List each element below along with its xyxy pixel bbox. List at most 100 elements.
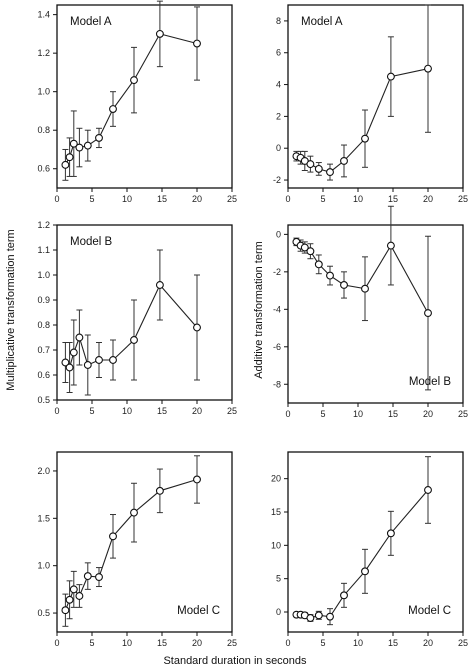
y-tick-label: 8 bbox=[276, 16, 281, 26]
plot-frame bbox=[56, 451, 233, 633]
data-point bbox=[155, 29, 164, 38]
data-point bbox=[75, 143, 84, 152]
data-point bbox=[361, 284, 369, 293]
y-tick-label: 2 bbox=[276, 111, 281, 121]
data-point bbox=[424, 486, 432, 494]
x-tick-label: 10 bbox=[353, 194, 363, 204]
data-point bbox=[109, 532, 117, 541]
data-point bbox=[69, 139, 78, 148]
series-line bbox=[64, 284, 198, 369]
x-tick-label: 20 bbox=[192, 194, 202, 204]
data-point bbox=[306, 614, 315, 622]
x-tick-label: 5 bbox=[89, 194, 94, 204]
y-tick-label: 0.8 bbox=[37, 125, 50, 135]
data-point bbox=[109, 105, 117, 113]
x-tick-label: 20 bbox=[423, 638, 433, 648]
data-point bbox=[109, 356, 117, 364]
chart-panel-1: 0 5 10 15 20 25 0.6 0.8 1.0 1.2 1.4 Model A bbox=[37, 0, 237, 204]
data-point bbox=[83, 361, 92, 369]
x-tick-label: 5 bbox=[320, 194, 325, 204]
data-point bbox=[306, 247, 315, 256]
x-tick-label: 10 bbox=[122, 406, 132, 416]
y-tick-label: 1.2 bbox=[37, 220, 50, 230]
x-tick-label: 25 bbox=[458, 638, 468, 648]
data-point bbox=[193, 475, 201, 484]
x-tick-label: 0 bbox=[54, 406, 59, 416]
y-tick-label: 4 bbox=[276, 80, 281, 90]
data-point bbox=[424, 309, 432, 318]
x-tick-label: 15 bbox=[388, 194, 398, 204]
y-tick-label: 1.4 bbox=[37, 10, 50, 20]
data-point bbox=[75, 333, 84, 342]
x-tick-label: 5 bbox=[89, 638, 94, 648]
x-tick-label: 0 bbox=[285, 194, 290, 204]
data-point bbox=[386, 529, 395, 538]
x-tick-label: 15 bbox=[388, 409, 398, 419]
x-tick-label: 10 bbox=[122, 194, 132, 204]
data-point bbox=[361, 134, 369, 143]
data-point bbox=[340, 156, 348, 165]
y-tick-label: 0 bbox=[276, 229, 281, 239]
data-point bbox=[361, 567, 369, 576]
series-line bbox=[296, 241, 429, 314]
data-point bbox=[69, 348, 78, 357]
y-tick-label: 0.9 bbox=[37, 295, 50, 305]
data-point bbox=[386, 241, 395, 250]
x-tick-label: 25 bbox=[227, 406, 237, 416]
y-tick-label: 20 bbox=[271, 474, 281, 484]
y-tick-label: -4 bbox=[273, 304, 281, 314]
data-point bbox=[326, 612, 334, 621]
x-tick-label: 15 bbox=[157, 638, 167, 648]
data-point bbox=[193, 323, 201, 332]
data-point bbox=[61, 160, 70, 169]
series-line bbox=[296, 489, 429, 619]
data-point bbox=[61, 358, 70, 367]
chart-panel-5: 0 5 10 15 20 25 0.5 1.0 1.5 2.0 Model C bbox=[37, 451, 237, 648]
chart-panel-4: 0 5 10 15 20 25 0 -2 -4 -6 -8 Model B bbox=[273, 205, 468, 419]
y-tick-label: 1.0 bbox=[37, 270, 50, 280]
data-point bbox=[83, 141, 92, 150]
series-line bbox=[296, 68, 429, 173]
data-point bbox=[155, 486, 164, 495]
panel-title: Model C bbox=[408, 605, 451, 617]
panel-title: Model A bbox=[70, 16, 112, 28]
series-line bbox=[64, 478, 198, 611]
panel-title: Model C bbox=[177, 605, 220, 617]
data-point bbox=[314, 260, 323, 269]
y-tick-label: 6 bbox=[276, 48, 281, 58]
x-tick-label: 25 bbox=[458, 194, 468, 204]
data-point bbox=[193, 39, 201, 48]
x-axis-label: Standard duration in seconds bbox=[163, 655, 307, 667]
plot-frame bbox=[56, 224, 233, 401]
data-point bbox=[300, 243, 309, 252]
data-point bbox=[95, 133, 103, 142]
x-tick-label: 25 bbox=[458, 409, 468, 419]
y-tick-label: -2 bbox=[273, 175, 281, 185]
y-tick-label: -2 bbox=[273, 267, 281, 277]
x-tick-label: 0 bbox=[54, 638, 59, 648]
y-tick-label: 0.5 bbox=[37, 395, 50, 405]
data-point bbox=[424, 64, 432, 73]
data-point bbox=[95, 573, 103, 582]
x-tick-label: 0 bbox=[285, 638, 290, 648]
data-point bbox=[314, 164, 323, 173]
data-point bbox=[314, 611, 323, 620]
data-point bbox=[65, 363, 74, 372]
x-tick-label: 15 bbox=[157, 194, 167, 204]
y-tick-label: 0.6 bbox=[37, 164, 50, 174]
y-tick-label: 0 bbox=[276, 607, 281, 617]
y-tick-label: 1.0 bbox=[37, 561, 50, 571]
data-point bbox=[83, 572, 92, 581]
x-tick-label: 5 bbox=[89, 406, 94, 416]
left-y-axis-label: Multiplicative transformation term bbox=[5, 229, 17, 390]
data-point bbox=[95, 356, 103, 364]
y-tick-label: 1.5 bbox=[37, 513, 50, 523]
x-tick-label: 10 bbox=[353, 638, 363, 648]
x-tick-label: 5 bbox=[320, 638, 325, 648]
y-tick-label: 10 bbox=[271, 540, 281, 550]
right-y-axis-label: Additive transformation term bbox=[253, 241, 265, 379]
plot-frame bbox=[287, 224, 464, 404]
y-tick-label: 2.0 bbox=[37, 466, 50, 476]
data-point bbox=[65, 153, 74, 162]
